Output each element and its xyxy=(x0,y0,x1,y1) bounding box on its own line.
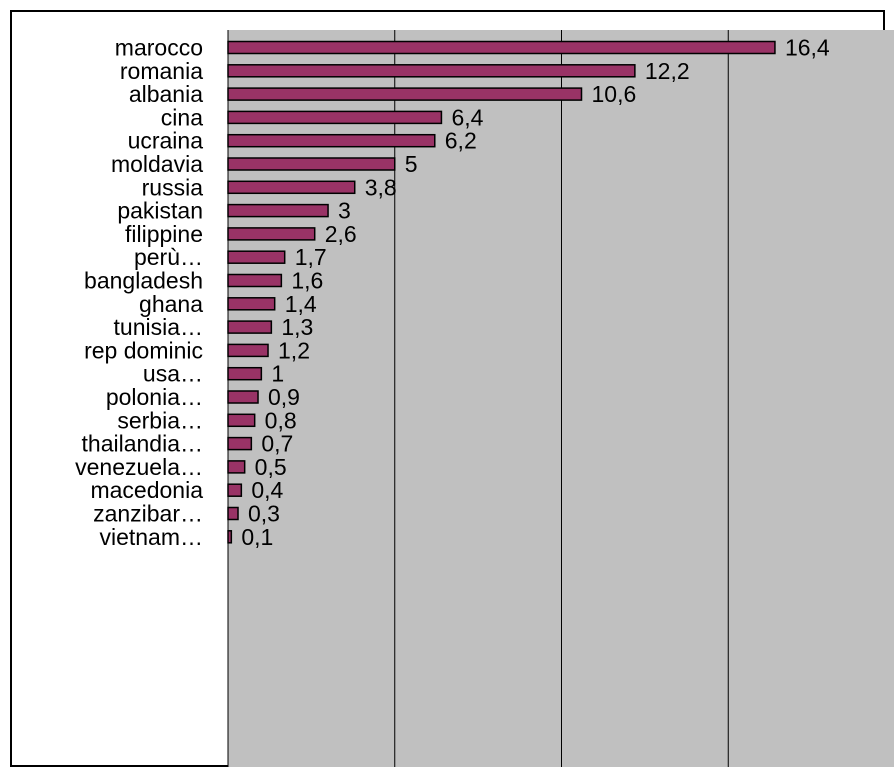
bar-11 xyxy=(227,297,276,311)
category-label: venezuela… xyxy=(75,454,203,480)
category-label: moldavia xyxy=(111,151,203,177)
value-label: 0,1 xyxy=(241,524,273,550)
value-label: 6,2 xyxy=(445,128,477,154)
value-label: 2,6 xyxy=(325,221,357,247)
bar-5 xyxy=(227,157,396,171)
category-label: filippine xyxy=(125,221,203,247)
bar-10 xyxy=(227,273,283,288)
bar-16 xyxy=(227,413,256,428)
value-label: 1,3 xyxy=(281,314,313,340)
value-label: 6,4 xyxy=(451,104,483,130)
category-label: tunisia… xyxy=(114,314,203,340)
value-label: 1,2 xyxy=(278,337,310,363)
bar-15 xyxy=(227,390,259,404)
value-label: 1,4 xyxy=(285,291,317,317)
bar-13 xyxy=(227,343,269,358)
value-label: 10,6 xyxy=(592,81,637,107)
bar-21 xyxy=(227,530,233,544)
bar-20 xyxy=(227,506,239,521)
category-label: pakistan xyxy=(117,198,203,224)
category-label: rep dominic xyxy=(84,337,203,363)
category-label: albania xyxy=(129,81,203,107)
value-label: 16,4 xyxy=(785,35,830,61)
category-label: usa… xyxy=(143,361,203,387)
category-label: polonia… xyxy=(106,384,203,410)
category-label: cina xyxy=(161,104,203,130)
value-label: 1 xyxy=(271,361,284,387)
category-label: russia xyxy=(142,174,204,200)
value-label: 0,3 xyxy=(248,501,280,527)
value-label: 12,2 xyxy=(645,58,690,84)
category-label: serbia… xyxy=(117,407,203,433)
category-label: thailandia… xyxy=(82,431,203,457)
category-label: macedonia xyxy=(90,477,203,503)
value-label: 0,5 xyxy=(255,454,287,480)
bar-8 xyxy=(227,227,316,241)
value-label: 1,7 xyxy=(295,244,327,270)
category-label: ucraina xyxy=(128,128,204,154)
bar-4 xyxy=(227,133,436,148)
category-label: vietnam… xyxy=(99,524,203,550)
value-label: 1,6 xyxy=(291,268,323,294)
bar-9 xyxy=(227,250,286,264)
bar-6 xyxy=(227,180,356,195)
value-label: 0,7 xyxy=(261,431,293,457)
category-label: romania xyxy=(120,58,203,84)
bar-17 xyxy=(227,436,253,451)
bar-7 xyxy=(227,203,329,218)
category-label: bangladesh xyxy=(84,268,203,294)
bar-1 xyxy=(227,64,636,78)
bar-18 xyxy=(227,460,246,474)
value-labels: 16,4 12,2 10,6 6,46,2 5 3,8 32,61,71,61,41,31,… xyxy=(241,35,830,550)
value-label: 3 xyxy=(338,198,351,224)
bar-14 xyxy=(227,366,263,381)
value-label: 0,9 xyxy=(268,384,300,410)
category-label: marocco xyxy=(115,35,203,61)
bar-0 xyxy=(227,40,776,55)
value-label: 0,8 xyxy=(265,407,297,433)
value-label: 5 xyxy=(405,151,418,177)
value-label: 0,4 xyxy=(251,477,283,503)
category-labels: maroccoromaniaalbaniacinaucrainamoldavia… xyxy=(75,35,203,550)
bar-3 xyxy=(227,110,443,125)
bars xyxy=(227,40,776,544)
bar-12 xyxy=(227,320,273,334)
category-label: zanzibar… xyxy=(93,501,203,527)
category-label: perù… xyxy=(134,244,203,270)
value-label: 3,8 xyxy=(365,174,397,200)
bar-19 xyxy=(227,483,243,497)
category-label: ghana xyxy=(139,291,203,317)
bar-2 xyxy=(227,87,583,101)
